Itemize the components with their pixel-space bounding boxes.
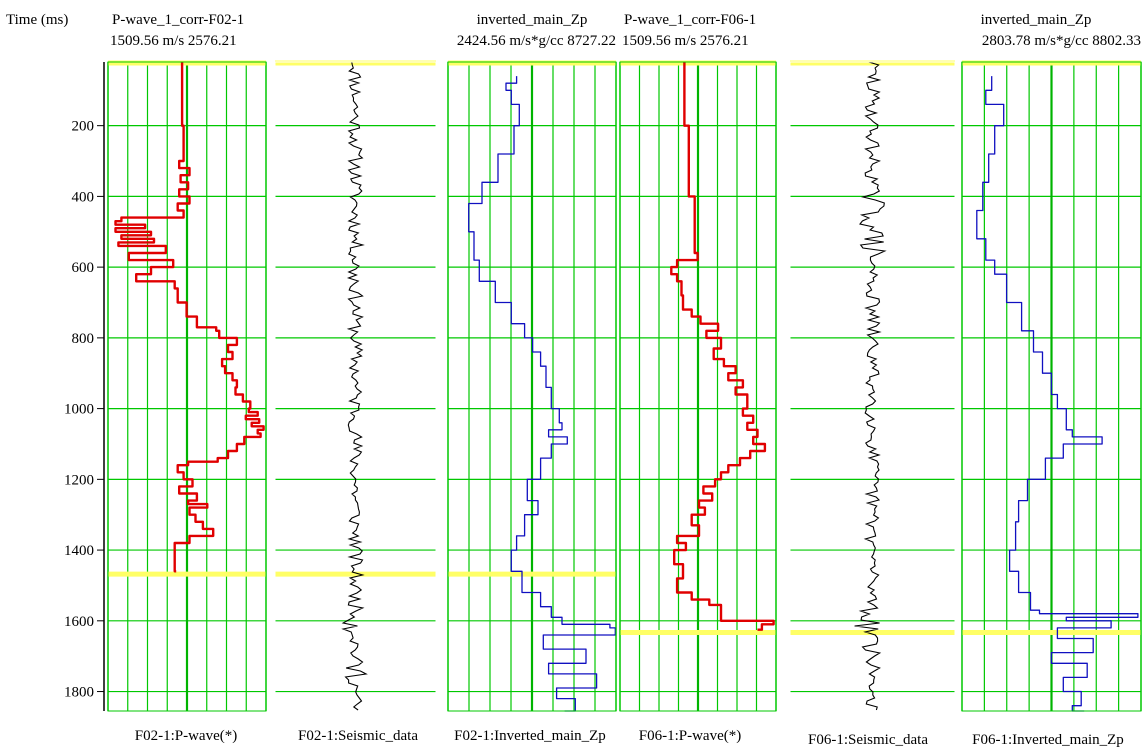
series-f02-seismic-trace bbox=[341, 61, 368, 711]
series-f06-pwave-0 bbox=[670, 62, 775, 631]
panel-footer: F02-1:P-wave(*) bbox=[135, 728, 237, 744]
series-f02-zp-0 bbox=[468, 76, 616, 712]
panel-f06-zp: inverted_main_Zp 2803.78 m/s*g/cc 8802.33… bbox=[961, 12, 1142, 748]
panels: P-wave_1_corr-F02-1 1509.56 m/s 2576.21 F0… bbox=[107, 12, 1142, 748]
y-tick-label-1000: 1000 bbox=[64, 402, 94, 418]
panel-range: 1509.56 m/s 2576.21 bbox=[622, 33, 749, 49]
series-f06-seismic-trace bbox=[854, 61, 887, 711]
panel-border bbox=[619, 61, 777, 712]
y-tick-label-200: 200 bbox=[72, 119, 95, 135]
panel-border bbox=[107, 61, 267, 712]
panel-border bbox=[789, 61, 956, 712]
panel-title: inverted_main_Zp bbox=[477, 12, 588, 28]
panel-range: 2803.78 m/s*g/cc 8802.33 bbox=[982, 33, 1141, 49]
series-f02-pwave-0 bbox=[114, 62, 265, 573]
panel-footer: F06-1:Inverted_main_Zp bbox=[972, 732, 1124, 748]
y-tick-label-600: 600 bbox=[72, 260, 95, 276]
panel-border bbox=[961, 61, 1142, 712]
y-tick-label-1800: 1800 bbox=[64, 685, 94, 701]
y-tick-label-400: 400 bbox=[72, 189, 95, 205]
panel-border bbox=[274, 61, 437, 712]
panel-title: inverted_main_Zp bbox=[981, 12, 1092, 28]
y-axis: 200 400 600 800 1000 1200 1400 1600 1800 bbox=[64, 62, 105, 711]
panel-range: 2424.56 m/s*g/cc 8727.22 bbox=[457, 33, 616, 49]
panel-footer: F06-1:Seismic_data bbox=[808, 732, 928, 748]
panel-f06-seismic: F06-1:Seismic_data bbox=[789, 60, 956, 748]
series-f06-zp-0 bbox=[976, 76, 1139, 712]
panel-range: 1509.56 m/s 2576.21 bbox=[110, 33, 237, 49]
y-tick-label-1400: 1400 bbox=[64, 543, 94, 559]
panel-title: P-wave_1_corr-F02-1 bbox=[112, 12, 244, 28]
panel-footer: F02-1:Inverted_main_Zp bbox=[454, 728, 606, 744]
y-tick-label-1200: 1200 bbox=[64, 472, 94, 488]
panel-footer: F02-1:Seismic_data bbox=[298, 728, 418, 744]
y-tick-label-1600: 1600 bbox=[64, 614, 94, 630]
panel-footer: F06-1:P-wave(*) bbox=[639, 728, 741, 744]
panel-title: P-wave_1_corr-F06-1 bbox=[624, 12, 756, 28]
panel-f02-seismic: F02-1:Seismic_data bbox=[274, 60, 437, 744]
panel-border bbox=[447, 61, 617, 712]
y-tick-label-800: 800 bbox=[72, 331, 95, 347]
y-axis-label: Time (ms) bbox=[6, 12, 68, 28]
panel-f02-zp: inverted_main_Zp 2424.56 m/s*g/cc 8727.22… bbox=[447, 12, 617, 744]
panel-f02-pwave: P-wave_1_corr-F02-1 1509.56 m/s 2576.21 F0… bbox=[107, 12, 267, 744]
panel-f06-pwave: P-wave_1_corr-F06-1 1509.56 m/s 2576.21 F0… bbox=[619, 12, 777, 744]
